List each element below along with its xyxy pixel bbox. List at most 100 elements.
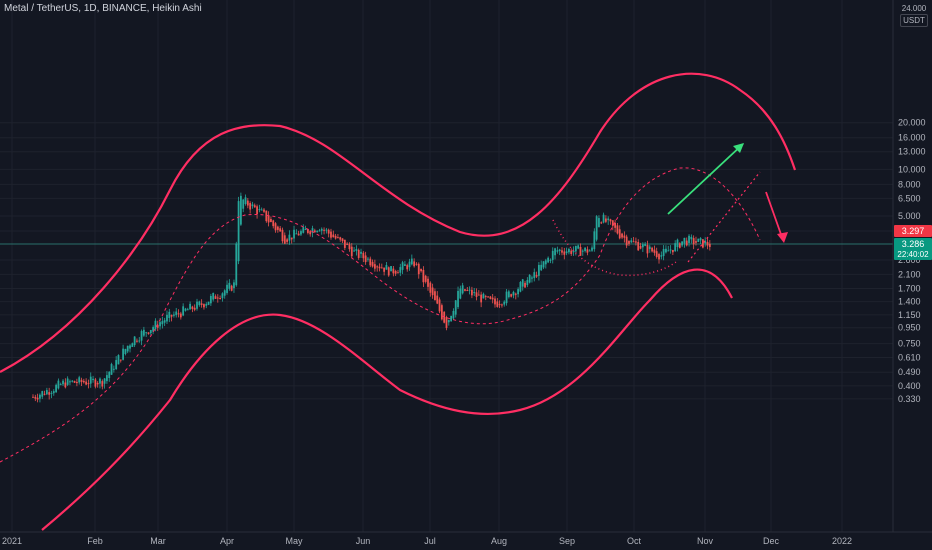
candle-body (216, 297, 219, 299)
candle-body (611, 220, 614, 226)
y-tick-label: 0.610 (898, 353, 921, 363)
candle-body (59, 384, 62, 386)
y-tick-label: 5.000 (898, 211, 921, 221)
last-price-text: 3.297 (902, 226, 925, 236)
time-axis[interactable]: 2021 Feb Mar Apr May Jun Jul Aug Sep Oct Nov Dec 202… (2, 536, 852, 546)
candle-body (55, 384, 57, 393)
rounding-bottom-dotted[interactable] (552, 219, 677, 277)
candle-body (521, 279, 524, 287)
candle-body (293, 229, 295, 239)
candle-body (149, 329, 152, 334)
candle-body (390, 266, 392, 272)
candle-body (82, 380, 85, 383)
candle-body (251, 204, 254, 207)
candle-body (80, 379, 83, 382)
y-tick-label: 13.000 (898, 147, 926, 157)
candle-body (50, 392, 53, 394)
grid (0, 0, 893, 532)
candle-body (260, 209, 263, 211)
x-tick-label: 2022 (832, 536, 852, 546)
candle-body (625, 236, 628, 246)
candle-body (337, 237, 339, 239)
candle-body (549, 259, 552, 261)
candle-body (415, 263, 418, 265)
channel-upper-curve[interactable] (0, 72, 797, 373)
candle-body (71, 380, 74, 382)
green-arrow[interactable] (667, 143, 744, 215)
candle-body (660, 255, 663, 257)
candle-body (526, 280, 529, 286)
candle-body (78, 377, 81, 383)
candle-body (519, 281, 522, 292)
candle-body (655, 251, 658, 257)
candle-body (323, 229, 325, 231)
candle-body (570, 250, 573, 254)
candle-body (376, 266, 379, 268)
candle-body (595, 216, 598, 240)
candle-body (535, 275, 538, 277)
candle-body (621, 233, 623, 238)
candle-body (665, 248, 667, 253)
candle-body (196, 301, 198, 309)
candle-body (699, 238, 702, 241)
candle-body (253, 205, 256, 208)
candle-body (170, 314, 173, 317)
candle-body (468, 289, 471, 291)
candle-body (702, 239, 704, 248)
candle-body (574, 245, 577, 252)
candle-body (226, 284, 228, 293)
candle-body (584, 247, 586, 251)
price-axis[interactable]: 20.00016.00013.00010.0008.0006.5005.0004… (898, 118, 926, 404)
currency-label[interactable]: 24.000 USDT (896, 4, 932, 27)
candle-body (591, 247, 593, 251)
candle-body (343, 239, 346, 248)
candle-body (542, 261, 545, 268)
candle-body (681, 241, 684, 246)
candle-body (420, 268, 422, 272)
candle-body (189, 303, 191, 310)
candle-body (242, 199, 245, 209)
candle-body (588, 250, 591, 252)
candle-body (339, 237, 342, 240)
candle-body (129, 345, 131, 349)
candle-body (406, 265, 409, 270)
candle-body (480, 294, 483, 303)
candle-body (263, 209, 265, 212)
candle-body (586, 249, 589, 253)
projection-dotted-line[interactable] (687, 171, 761, 263)
candle-body (163, 320, 166, 323)
candle-body (373, 264, 376, 269)
symbol-title[interactable]: Metal / TetherUS, 1D, BINANCE, Heikin As… (4, 3, 202, 14)
candle-body (503, 301, 506, 305)
x-tick-label: Nov (697, 536, 714, 546)
candle-body (103, 378, 106, 384)
candle-body (267, 215, 270, 223)
candle-body (313, 230, 316, 233)
candle-body (678, 243, 681, 248)
candle-body (616, 225, 619, 234)
candle-body (205, 304, 208, 306)
candle-body (397, 272, 399, 274)
candle-body (346, 243, 349, 245)
candle-body (394, 270, 397, 274)
channel-middle-dashed[interactable] (0, 167, 761, 463)
red-arrow[interactable] (765, 191, 788, 243)
candle-body (348, 244, 351, 250)
candle-body (99, 378, 101, 384)
candle-body (161, 321, 164, 325)
candle-body (708, 243, 711, 247)
candle-body (609, 219, 612, 222)
candle-body (531, 277, 533, 279)
channel-lower-curve[interactable] (41, 268, 733, 531)
candle-body (249, 203, 252, 210)
candle-body (320, 228, 323, 231)
candle-body (561, 250, 563, 253)
candle-body (89, 376, 92, 384)
candle-body (362, 252, 365, 259)
candle-body (330, 231, 332, 238)
candle-body (623, 235, 626, 238)
candle-body (270, 218, 272, 223)
candle-body (547, 257, 550, 263)
candle-body (637, 241, 640, 251)
